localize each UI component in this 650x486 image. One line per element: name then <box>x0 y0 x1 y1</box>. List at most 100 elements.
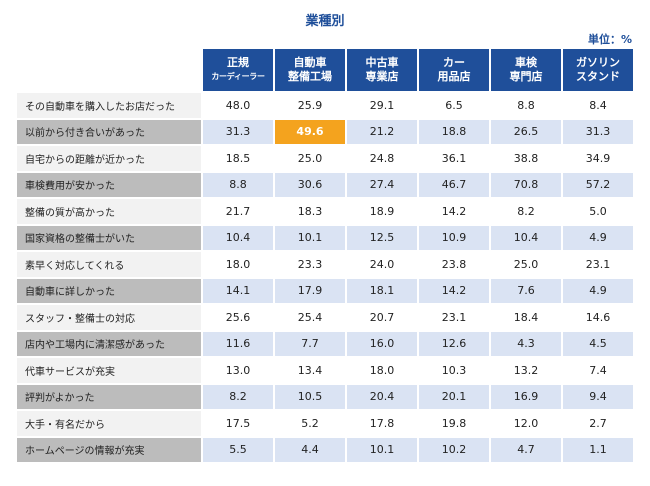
value-cell: 14.2 <box>417 276 489 303</box>
column-header-line1: 車検 <box>515 56 537 69</box>
value-cell: 6.5 <box>417 91 489 118</box>
value-cell: 31.3 <box>561 117 633 144</box>
value-cell: 25.4 <box>273 303 345 330</box>
value-cell: 12.0 <box>489 409 561 436</box>
table-row: 代車サービスが充実 13.0 13.4 18.0 10.3 13.2 7.4 <box>17 356 633 383</box>
value-cell: 17.9 <box>273 276 345 303</box>
value-cell: 7.6 <box>489 276 561 303</box>
value-cell: 5.5 <box>201 435 273 462</box>
row-label: 自動車に詳しかった <box>17 276 201 303</box>
value-cell: 29.1 <box>345 91 417 118</box>
value-cell: 25.0 <box>489 250 561 277</box>
row-label: ホームページの情報が充実 <box>17 435 201 462</box>
value-cell: 13.0 <box>201 356 273 383</box>
value-cell: 20.4 <box>345 382 417 409</box>
value-cell: 12.6 <box>417 329 489 356</box>
value-cell: 8.8 <box>201 170 273 197</box>
value-cell: 7.4 <box>561 356 633 383</box>
value-cell: 4.9 <box>561 223 633 250</box>
value-cell: 10.9 <box>417 223 489 250</box>
value-cell: 14.2 <box>417 197 489 224</box>
row-label: 素早く対応してくれる <box>17 250 201 277</box>
column-header: 自動車 整備工場 <box>273 49 345 91</box>
column-header-line2: カーディーラー <box>211 72 265 81</box>
value-cell: 36.1 <box>417 144 489 171</box>
column-header: カー 用品店 <box>417 49 489 91</box>
value-cell: 21.7 <box>201 197 273 224</box>
value-cell: 8.2 <box>201 382 273 409</box>
value-cell: 34.9 <box>561 144 633 171</box>
value-cell: 4.4 <box>273 435 345 462</box>
value-cell: 19.8 <box>417 409 489 436</box>
value-cell: 30.6 <box>273 170 345 197</box>
value-cell: 2.7 <box>561 409 633 436</box>
row-label: 整備の質が高かった <box>17 197 201 224</box>
column-header: 車検 専門店 <box>489 49 561 91</box>
value-cell: 14.6 <box>561 303 633 330</box>
column-header-line2: 専業店 <box>365 70 399 83</box>
column-header-line1: カー <box>443 56 465 69</box>
value-cell: 27.4 <box>345 170 417 197</box>
value-cell: 21.2 <box>345 117 417 144</box>
column-header-line1: 自動車 <box>293 56 327 69</box>
table-row: 評判がよかった 8.2 10.5 20.4 20.1 16.9 9.4 <box>17 382 633 409</box>
value-cell: 24.8 <box>345 144 417 171</box>
value-cell: 48.0 <box>201 91 273 118</box>
row-label: 以前から付き合いがあった <box>17 117 201 144</box>
value-cell: 11.6 <box>201 329 273 356</box>
value-cell: 8.8 <box>489 91 561 118</box>
row-label: 自宅からの距離が近かった <box>17 144 201 171</box>
value-cell: 70.8 <box>489 170 561 197</box>
column-header-line2: スタンド <box>576 70 620 83</box>
column-header-line1: 正規 <box>227 56 249 69</box>
value-cell: 8.4 <box>561 91 633 118</box>
value-cell: 18.8 <box>417 117 489 144</box>
value-cell: 18.1 <box>345 276 417 303</box>
value-cell: 5.2 <box>273 409 345 436</box>
value-cell: 8.2 <box>489 197 561 224</box>
table-row: ホームページの情報が充実 5.5 4.4 10.1 10.2 4.7 1.1 <box>17 435 633 462</box>
table-row: 車検費用が安かった 8.8 30.6 27.4 46.7 70.8 57.2 <box>17 170 633 197</box>
value-cell: 18.5 <box>201 144 273 171</box>
column-header: 正規 カーディーラー <box>201 49 273 91</box>
value-cell: 4.5 <box>561 329 633 356</box>
value-cell: 5.0 <box>561 197 633 224</box>
table-row: スタッフ・整備士の対応 25.6 25.4 20.7 23.1 18.4 14.6 <box>17 303 633 330</box>
value-cell: 18.4 <box>489 303 561 330</box>
value-cell: 17.5 <box>201 409 273 436</box>
row-label: 大手・有名だから <box>17 409 201 436</box>
value-cell: 13.2 <box>489 356 561 383</box>
value-cell: 9.4 <box>561 382 633 409</box>
column-header-line1: 中古車 <box>365 56 399 69</box>
row-label: 代車サービスが充実 <box>17 356 201 383</box>
value-cell: 10.4 <box>489 223 561 250</box>
table-body: その自動車を購入したお店だった 48.0 25.9 29.1 6.5 8.8 8.4 以前から… <box>17 91 633 462</box>
value-cell: 1.1 <box>561 435 633 462</box>
corner-cell <box>17 49 201 91</box>
value-cell: 23.1 <box>561 250 633 277</box>
value-cell: 18.9 <box>345 197 417 224</box>
row-label: 評判がよかった <box>17 382 201 409</box>
table-row: 店内や工場内に清潔感があった 11.6 7.7 16.0 12.6 4.3 4.5 <box>17 329 633 356</box>
table-row: 大手・有名だから 17.5 5.2 17.8 19.8 12.0 2.7 <box>17 409 633 436</box>
value-cell: 13.4 <box>273 356 345 383</box>
value-cell: 4.9 <box>561 276 633 303</box>
value-cell: 25.6 <box>201 303 273 330</box>
value-cell: 38.8 <box>489 144 561 171</box>
table-row: 整備の質が高かった 21.7 18.3 18.9 14.2 8.2 5.0 <box>17 197 633 224</box>
value-cell: 57.2 <box>561 170 633 197</box>
table-row: 以前から付き合いがあった 31.3 49.6 21.2 18.8 26.5 31.3 <box>17 117 633 144</box>
column-header: 中古車 専業店 <box>345 49 417 91</box>
unit-label: 単位：% <box>587 33 632 46</box>
table-row: その自動車を購入したお店だった 48.0 25.9 29.1 6.5 8.8 8.4 <box>17 91 633 118</box>
table-row: 素早く対応してくれる 18.0 23.3 24.0 23.8 25.0 23.1 <box>17 250 633 277</box>
highlighted-cell: 49.6 <box>273 117 345 144</box>
value-cell: 10.1 <box>273 223 345 250</box>
row-label: スタッフ・整備士の対応 <box>17 303 201 330</box>
value-cell: 7.7 <box>273 329 345 356</box>
column-header-line2: 整備工場 <box>288 70 332 83</box>
row-label: その自動車を購入したお店だった <box>17 91 201 118</box>
value-cell: 14.1 <box>201 276 273 303</box>
value-cell: 10.4 <box>201 223 273 250</box>
value-cell: 12.5 <box>345 223 417 250</box>
